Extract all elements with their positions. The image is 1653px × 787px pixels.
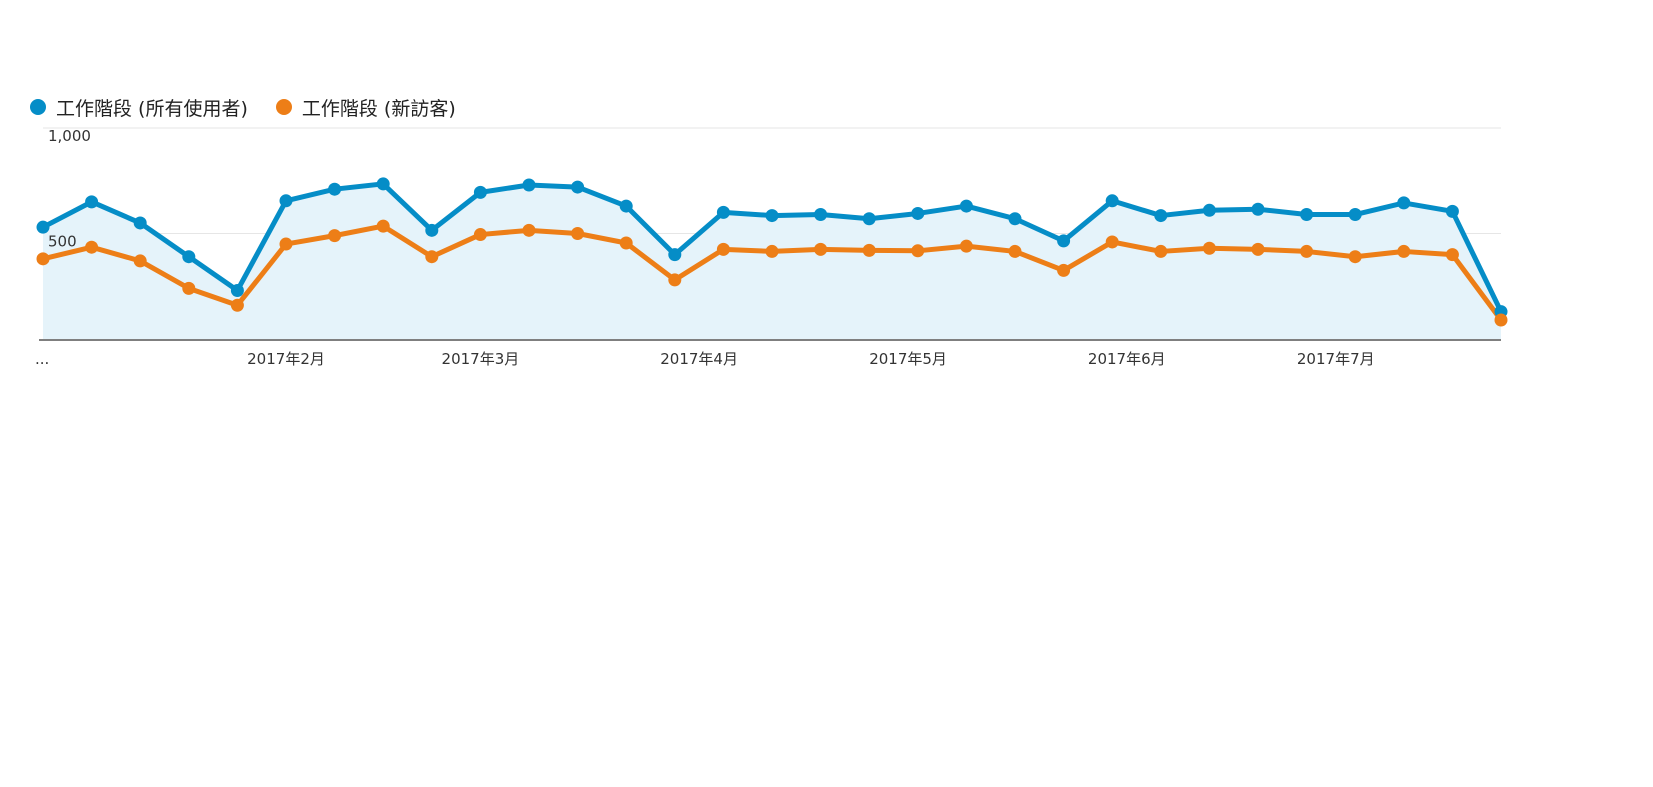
x-tick-label-0: ... [35,350,49,368]
point-series-0-23[interactable] [1154,209,1168,223]
point-series-0-13[interactable] [668,248,682,262]
point-series-1-18[interactable] [911,244,925,258]
point-series-1-16[interactable] [814,242,828,256]
point-series-0-18[interactable] [911,206,925,220]
point-series-0-5[interactable] [279,194,293,208]
point-series-0-9[interactable] [473,185,487,199]
point-series-0-28[interactable] [1397,196,1411,210]
point-series-1-14[interactable] [716,242,730,256]
point-series-0-16[interactable] [814,208,828,222]
y-axis-ticks: 500 1,000 [48,127,91,251]
legend-marker-new-visitors [275,99,292,115]
point-series-0-11[interactable] [571,180,585,194]
legend-label-all-users: 工作階段 (所有使用者) [56,97,248,120]
point-series-1-17[interactable] [862,243,876,257]
x-tick-label-6: 2017年7月 [1297,350,1375,368]
x-axis-ticks: ... 2017年2月 2017年3月 2017年4月 2017年5月 2017年6月 20… [35,350,1375,368]
point-series-0-8[interactable] [425,223,439,237]
point-series-0-24[interactable] [1202,203,1216,217]
legend-item-all-users[interactable]: 工作階段 (所有使用者) [30,94,248,121]
point-series-0-25[interactable] [1251,202,1265,216]
point-series-1-10[interactable] [522,223,536,237]
point-series-0-29[interactable] [1445,204,1459,218]
point-series-0-19[interactable] [959,199,973,213]
point-series-1-11[interactable] [571,227,585,240]
point-series-1-9[interactable] [473,228,487,242]
point-series-1-0[interactable] [36,252,50,266]
point-series-1-22[interactable] [1105,235,1119,249]
point-series-0-20[interactable] [1008,212,1022,226]
area-fills [43,183,1501,339]
point-series-0-1[interactable] [85,195,99,209]
point-series-0-3[interactable] [182,250,196,264]
point-series-1-13[interactable] [668,273,682,287]
point-series-1-23[interactable] [1154,244,1168,258]
x-tick-label-3: 2017年4月 [660,350,738,368]
point-series-1-1[interactable] [85,240,99,254]
point-series-0-17[interactable] [862,212,876,226]
x-tick-label-1: 2017年2月 [247,350,325,368]
point-series-1-29[interactable] [1445,248,1459,262]
point-series-1-20[interactable] [1008,244,1022,258]
point-series-1-3[interactable] [182,281,196,295]
legend-marker-all-users [30,99,46,115]
point-series-0-12[interactable] [619,199,633,213]
point-series-1-27[interactable] [1348,250,1362,264]
point-series-1-21[interactable] [1057,263,1071,277]
point-series-1-8[interactable] [425,250,439,264]
point-series-1-5[interactable] [279,237,293,251]
point-series-1-2[interactable] [133,254,147,268]
x-tick-label-4: 2017年5月 [869,350,947,368]
point-series-1-6[interactable] [328,229,342,243]
point-series-1-25[interactable] [1251,242,1265,256]
point-series-1-26[interactable] [1300,244,1314,258]
point-series-0-2[interactable] [133,216,147,230]
y-tick-label-1: 1,000 [48,127,91,145]
point-series-0-0[interactable] [36,220,50,234]
y-tick-label-0: 500 [48,233,77,251]
point-series-1-4[interactable] [230,298,244,312]
point-series-0-6[interactable] [328,182,342,196]
point-series-1-28[interactable] [1397,244,1411,258]
point-series-0-10[interactable] [522,178,536,192]
point-series-0-7[interactable] [376,177,390,191]
x-tick-label-2: 2017年3月 [442,350,520,368]
point-series-0-15[interactable] [765,209,779,223]
point-series-1-24[interactable] [1202,241,1216,255]
data-points[interactable] [36,177,1508,327]
point-series-1-19[interactable] [959,239,973,253]
point-series-0-26[interactable] [1300,208,1314,222]
area-series-0 [43,183,1501,339]
chart-legend: 工作階段 (所有使用者) 工作階段 (新訪客) [30,94,456,120]
point-series-0-22[interactable] [1105,194,1119,208]
x-tick-label-5: 2017年6月 [1088,350,1166,368]
legend-label-new-visitors: 工作階段 (新訪客) [301,97,456,120]
point-series-1-7[interactable] [376,219,390,233]
legend-item-new-visitors[interactable]: 工作階段 (新訪客) [275,94,456,121]
point-series-1-12[interactable] [619,236,633,250]
point-series-1-15[interactable] [765,244,779,258]
point-series-0-4[interactable] [230,283,244,297]
point-series-0-14[interactable] [716,205,730,219]
point-series-0-21[interactable] [1057,234,1071,248]
point-series-1-30[interactable] [1494,313,1508,327]
point-series-0-27[interactable] [1348,208,1362,222]
